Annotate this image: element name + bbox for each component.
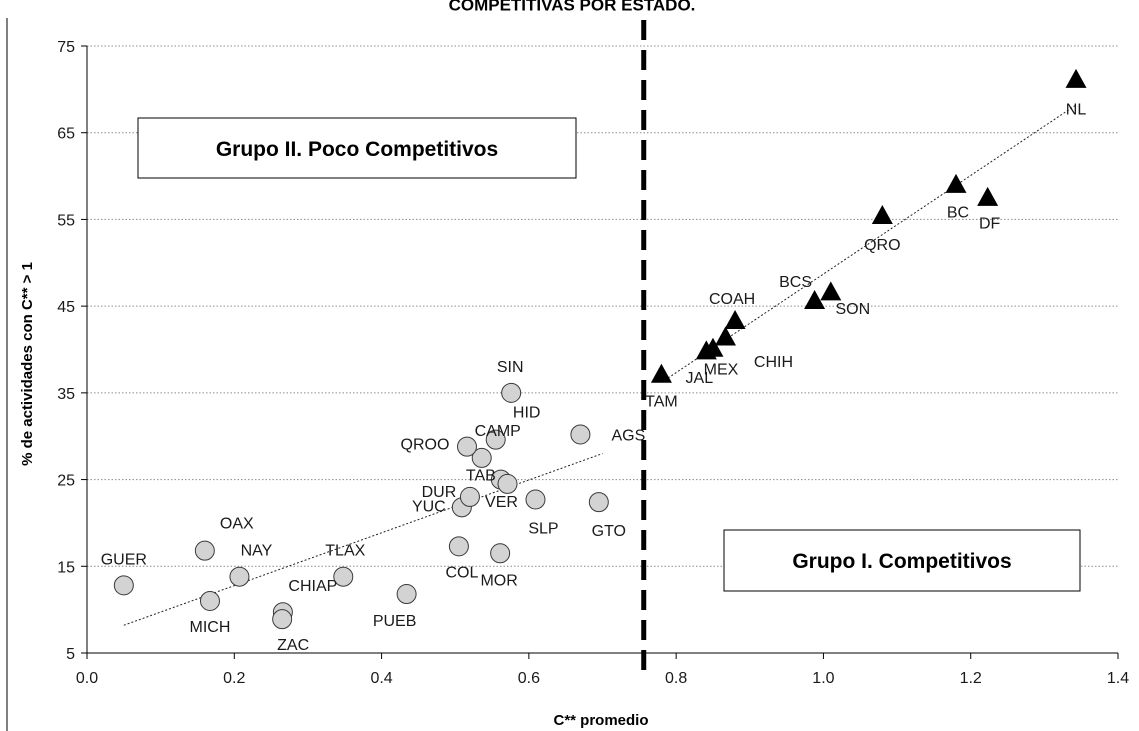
point-camp xyxy=(471,447,492,468)
x-tick-label: 0.6 xyxy=(518,670,540,687)
point-ags xyxy=(570,424,591,445)
y-axis-title: % de actividades con C** > 1 xyxy=(19,262,36,466)
point-qroo xyxy=(456,436,477,457)
point-ver xyxy=(497,473,518,494)
point-pueb xyxy=(396,584,417,605)
x-tick-labels: 0.0 0.2 0.4 0.6 0.8 1.0 1.2 1.4 xyxy=(76,670,1129,687)
point-label-ver: VER xyxy=(485,494,518,511)
point-label-camp: CAMP xyxy=(475,423,521,440)
point-label-nay: NAY xyxy=(241,543,273,560)
axes xyxy=(81,45,1119,659)
y-tick-label: 45 xyxy=(57,299,75,316)
point-bcs xyxy=(804,290,826,310)
point-label-son: SON xyxy=(835,301,870,318)
trendline-2 xyxy=(661,104,1077,383)
point-label-oax: OAX xyxy=(220,516,254,533)
point-label-coah: COAH xyxy=(709,291,755,308)
point-label-dur: DUR xyxy=(422,484,457,501)
point-bc xyxy=(945,173,967,193)
point-label-mich: MICH xyxy=(190,619,231,636)
x-tick-label: 0.8 xyxy=(665,670,687,687)
point-label-chiap: CHIAP xyxy=(288,578,337,595)
x-tick-label: 1.4 xyxy=(1107,670,1129,687)
y-tick-label: 5 xyxy=(66,646,75,663)
point-df xyxy=(977,186,999,206)
point-label-tam: TAM xyxy=(645,394,678,411)
group1-label-box: Grupo I. Competitivos xyxy=(723,529,1081,592)
point-chih xyxy=(714,326,736,346)
x-tick-label: 1.0 xyxy=(812,670,834,687)
point-tam xyxy=(650,363,672,383)
point-label-slp: SLP xyxy=(528,521,558,538)
point-label-nl: NL xyxy=(1066,102,1087,119)
point-nl xyxy=(1065,68,1087,88)
data-points xyxy=(113,68,1087,630)
point-label-qro: QRO xyxy=(864,237,900,254)
y-tick-labels: 5 15 25 35 45 55 65 75 xyxy=(57,39,75,663)
point-label-df: DF xyxy=(979,216,1001,233)
point-label-qroo: QROO xyxy=(401,437,450,454)
x-tick-label: 0.0 xyxy=(76,670,98,687)
y-tick-label: 15 xyxy=(57,559,75,576)
y-tick-label: 25 xyxy=(57,473,75,490)
y-tick-label: 65 xyxy=(57,126,75,143)
point-slp xyxy=(525,489,546,510)
point-label-col: COL xyxy=(445,564,478,581)
x-tick-label: 1.2 xyxy=(960,670,982,687)
point-label-tab: TAB xyxy=(466,468,496,485)
point-label-guer: GUER xyxy=(101,551,147,568)
point-label-hid: HID xyxy=(513,405,541,422)
point-dur xyxy=(459,486,480,507)
point-mich xyxy=(199,590,220,611)
y-tick-label: 35 xyxy=(57,386,75,403)
point-nay xyxy=(229,566,250,587)
point-qro xyxy=(871,205,893,225)
point-label-yuc: YUC xyxy=(412,498,446,515)
group1-label: Grupo I. Competitivos xyxy=(792,550,1011,573)
point-label-pueb: PUEB xyxy=(373,613,417,630)
point-label-sin: SIN xyxy=(497,359,524,376)
x-tick-label: 0.2 xyxy=(223,670,245,687)
point-col xyxy=(448,536,469,557)
point-oax xyxy=(194,540,215,561)
y-tick-label: 75 xyxy=(57,39,75,56)
x-axis-title: C** promedio xyxy=(553,712,648,729)
group2-label: Grupo II. Poco Competitivos xyxy=(216,138,498,161)
point-son xyxy=(820,281,842,301)
point-label-jal: JAL xyxy=(686,370,714,387)
point-sin xyxy=(501,382,522,403)
point-coah xyxy=(724,309,746,329)
y-tick-label: 55 xyxy=(57,212,75,229)
point-mex xyxy=(702,337,724,357)
point-label-ags: AGS xyxy=(612,427,646,444)
point-zac xyxy=(272,609,293,630)
point-gto xyxy=(588,492,609,513)
point-label-bc: BC xyxy=(947,205,969,222)
point-label-mor: MOR xyxy=(480,572,517,589)
point-mor xyxy=(490,543,511,564)
chart-title: COMPETITIVAS POR ESTADO. xyxy=(449,0,696,14)
point-label-mex: MEX xyxy=(704,362,739,379)
point-hid xyxy=(485,429,506,450)
x-tick-label: 0.4 xyxy=(370,670,392,687)
point-label-gto: GTO xyxy=(592,523,626,540)
point-label-bcs: BCS xyxy=(779,274,812,291)
group2-label-box: Grupo II. Poco Competitivos xyxy=(137,117,577,179)
point-label-tlax: TLAX xyxy=(325,543,365,560)
point-guer xyxy=(113,575,134,596)
point-label-chih: CHIH xyxy=(754,354,793,371)
point-tlax xyxy=(333,566,354,587)
point-label-zac: ZAC xyxy=(277,637,309,654)
